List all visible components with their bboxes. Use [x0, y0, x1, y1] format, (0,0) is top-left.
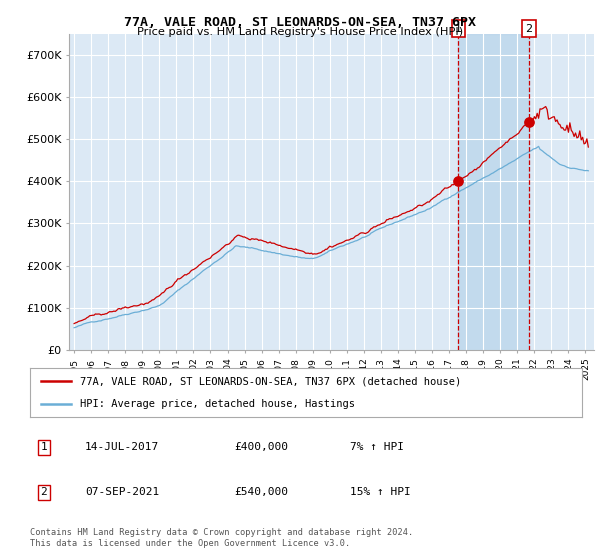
- Text: 7% ↑ HPI: 7% ↑ HPI: [350, 442, 404, 452]
- Text: 2: 2: [526, 24, 533, 34]
- Bar: [458, 34, 529, 350]
- Text: 07-SEP-2021: 07-SEP-2021: [85, 487, 160, 497]
- Text: 1: 1: [455, 24, 462, 34]
- Text: Contains HM Land Registry data © Crown copyright and database right 2024.
This d: Contains HM Land Registry data © Crown c…: [30, 528, 413, 548]
- Text: 14-JUL-2017: 14-JUL-2017: [85, 442, 160, 452]
- Text: 2: 2: [40, 487, 47, 497]
- Text: 77A, VALE ROAD, ST LEONARDS-ON-SEA, TN37 6PX: 77A, VALE ROAD, ST LEONARDS-ON-SEA, TN37…: [124, 16, 476, 29]
- Text: Price paid vs. HM Land Registry's House Price Index (HPI): Price paid vs. HM Land Registry's House …: [137, 27, 463, 37]
- Text: 15% ↑ HPI: 15% ↑ HPI: [350, 487, 411, 497]
- Text: 1: 1: [40, 442, 47, 452]
- Text: 77A, VALE ROAD, ST LEONARDS-ON-SEA, TN37 6PX (detached house): 77A, VALE ROAD, ST LEONARDS-ON-SEA, TN37…: [80, 376, 461, 386]
- Text: £400,000: £400,000: [234, 442, 288, 452]
- Text: £540,000: £540,000: [234, 487, 288, 497]
- Text: HPI: Average price, detached house, Hastings: HPI: Average price, detached house, Hast…: [80, 399, 355, 409]
- Point: [454, 177, 463, 186]
- Point: [524, 118, 534, 127]
